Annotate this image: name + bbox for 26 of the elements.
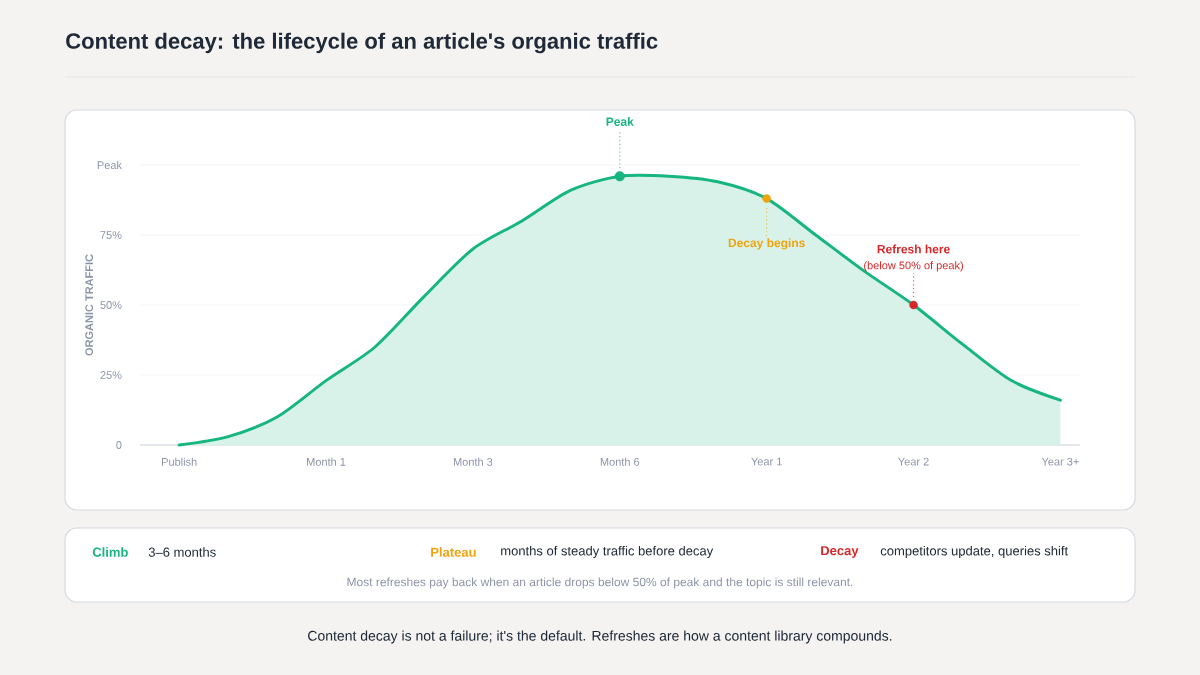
chart-title: Content decay: the lifecycle of an article's organic traffic	[66, 32, 658, 54]
x-tick-label: Year 1	[751, 457, 782, 466]
text: Climb	[92, 547, 128, 557]
annotation: Refresh here	[877, 244, 950, 254]
text: 3–6 months	[148, 547, 216, 557]
x-tick-label: Month 6	[600, 457, 640, 466]
annotation: Decay begins	[728, 238, 805, 250]
annotation: (below 50% of peak)	[864, 261, 963, 272]
y-tick-label: 50%	[100, 301, 122, 309]
text: competitors update, queries shift	[880, 545, 1069, 559]
y-tick-label: 75%	[100, 231, 122, 239]
x-tick-label: Month 1	[307, 457, 346, 466]
x-tick-label: Publish	[162, 457, 197, 466]
y-axis-title: ORGANIC TRAFFIC	[85, 254, 94, 356]
y-tick-label: 25%	[100, 371, 122, 379]
text: Content decay is not a failure; it's the default. Refreshes are how a content library compounds.	[308, 630, 892, 644]
y-tick-label: Peak	[97, 160, 122, 170]
x-tick-label: Year 2	[898, 457, 929, 466]
y-tick-label: 0	[116, 441, 122, 449]
text: Decay	[821, 546, 859, 558]
text: months of steady traffic before decay	[501, 545, 714, 559]
x-tick-label: Month 3	[453, 457, 493, 466]
text: Plateau	[431, 547, 476, 557]
annotation: Peak	[606, 117, 634, 126]
text: Most refreshes pay back when an article drops below 50% of peak and the topic is still relevant.	[347, 577, 853, 589]
x-tick-label: Year 3+	[1041, 457, 1079, 466]
